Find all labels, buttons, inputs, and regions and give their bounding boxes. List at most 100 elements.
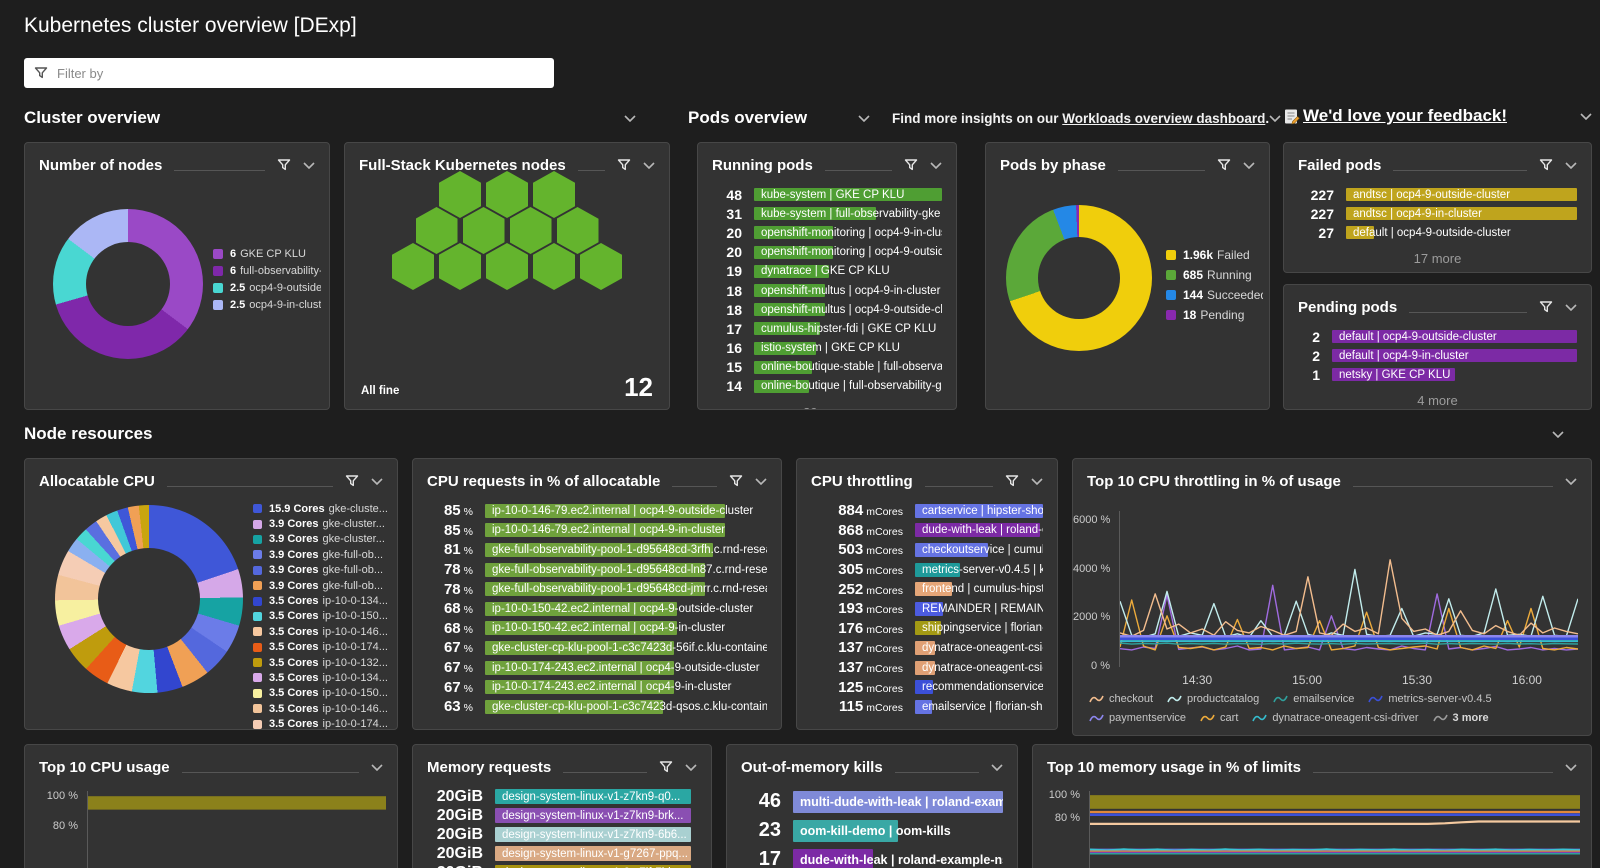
filter-icon[interactable] bbox=[1217, 158, 1231, 172]
list-item[interactable]: 46 multi-dude-with-leak | roland-exam... bbox=[741, 787, 1003, 816]
chevron-down-icon[interactable] bbox=[1552, 430, 1564, 438]
list-item[interactable]: 81% gke-full-observability-pool-1-d95648c… bbox=[427, 540, 767, 560]
legend-item[interactable]: 685 Running bbox=[1166, 265, 1263, 285]
chevron-down-icon[interactable] bbox=[930, 161, 942, 169]
list-item[interactable]: 78% gke-full-observability-pool-1-d95648c… bbox=[427, 560, 767, 580]
legend-item[interactable]: 3.5 Cores ip-10-0-150... bbox=[253, 686, 391, 701]
allocatable-cpu-donut-chart[interactable] bbox=[55, 505, 243, 693]
legend-item[interactable]: 3.9 Cores gke-full-ob... bbox=[253, 563, 391, 578]
node-hexagon[interactable] bbox=[580, 243, 622, 290]
legend-item[interactable]: 6 GKE CP KLU bbox=[213, 245, 321, 262]
list-item[interactable]: 1 netsky | GKE CP KLU bbox=[1298, 365, 1577, 384]
chevron-down-icon[interactable] bbox=[755, 477, 767, 485]
nodes-donut-chart[interactable] bbox=[53, 209, 203, 359]
chevron-down-icon[interactable] bbox=[624, 114, 636, 122]
list-item[interactable]: 20 openshift-monitoring | ocp4-9-in-clust… bbox=[712, 223, 942, 242]
legend-item[interactable]: 3.9 Cores gke-cluster... bbox=[253, 532, 391, 547]
list-item[interactable]: 16 istio-system | GKE CP KLU bbox=[712, 339, 942, 358]
list-item[interactable]: 20GiB design-system-linux-v1-z7kn9-brk... bbox=[427, 806, 697, 825]
list-item[interactable]: 20GiB design-system-linux-v1-6m7lf-7bls..… bbox=[427, 863, 697, 868]
node-honeycomb[interactable] bbox=[345, 171, 669, 290]
legend-item[interactable]: cart bbox=[1200, 712, 1238, 724]
list-item[interactable]: 18 openshift-multus | ocp4-9-outside-clu.… bbox=[712, 300, 942, 319]
memory-usage-line-chart[interactable] bbox=[1089, 791, 1581, 868]
chevron-down-icon[interactable] bbox=[371, 477, 383, 485]
list-item[interactable]: 17 dude-with-leak | roland-example-ns bbox=[741, 845, 1003, 868]
list-item[interactable]: 14 online-boutique | full-observability-g… bbox=[712, 377, 942, 396]
filter-icon[interactable] bbox=[1539, 158, 1553, 172]
list-item[interactable]: 20 openshift-monitoring | ocp4-9-outside.… bbox=[712, 243, 942, 262]
list-item[interactable]: 15 online-boutique-stable | full-observab… bbox=[712, 358, 942, 377]
legend-item[interactable]: 3.9 Cores gke-full-ob... bbox=[253, 547, 391, 562]
list-item[interactable]: 20GiB design-system-linux-v1-z7kn9-6b6... bbox=[427, 825, 697, 844]
more-link[interactable]: 11 more bbox=[427, 726, 767, 729]
filter-icon[interactable] bbox=[729, 474, 743, 488]
more-link[interactable]: 4 more bbox=[1417, 393, 1458, 408]
list-item[interactable]: 31 kube-system | full-observability-gke bbox=[712, 204, 942, 223]
legend-item[interactable]: 3.5 Cores ip-10-0-174... bbox=[253, 640, 391, 655]
node-hexagon[interactable] bbox=[486, 243, 528, 290]
chevron-down-icon[interactable] bbox=[303, 161, 315, 169]
chevron-down-icon[interactable] bbox=[685, 763, 697, 771]
list-item[interactable]: 67% ip-10-0-174-243.ec2.internal | ocp4-9… bbox=[427, 658, 767, 678]
legend-item[interactable]: 3 more bbox=[1432, 712, 1489, 724]
chevron-down-icon[interactable] bbox=[1031, 477, 1043, 485]
list-item[interactable]: 27 default | ocp4-9-outside-cluster bbox=[1298, 223, 1577, 242]
list-item[interactable]: 227 andtsc | ocp4-9-outside-cluster bbox=[1298, 185, 1577, 204]
cpu-usage-chart[interactable] bbox=[87, 791, 386, 868]
workloads-dashboard-link[interactable]: Workloads overview dashboard bbox=[1062, 110, 1266, 126]
legend-item[interactable]: 3.5 Cores ip-10-0-150... bbox=[253, 609, 391, 624]
list-item[interactable]: 67% gke-cluster-cp-klu-pool-1-c3c7423d-56… bbox=[427, 638, 767, 658]
chevron-down-icon[interactable] bbox=[643, 161, 655, 169]
chevron-down-icon[interactable] bbox=[858, 114, 870, 122]
legend-item[interactable]: 6full-observability-... bbox=[213, 262, 321, 279]
legend-item[interactable]: 1.96k Failed bbox=[1166, 245, 1263, 265]
chevron-down-icon[interactable] bbox=[1243, 161, 1255, 169]
list-item[interactable]: 2 default | ocp4-9-in-cluster bbox=[1298, 346, 1577, 365]
legend-item[interactable]: 3.9 Cores gke-full-ob... bbox=[253, 578, 391, 593]
legend-item[interactable]: 3.5 Cores ip-10-0-132... bbox=[253, 655, 391, 670]
legend-item[interactable]: paymentservice bbox=[1089, 712, 1186, 724]
legend-item[interactable]: 3.5 Cores ip-10-0-146... bbox=[253, 701, 391, 716]
chevron-down-icon[interactable] bbox=[1580, 112, 1592, 120]
list-item[interactable]: 68% ip-10-0-150-42.ec2.internal | ocp4-9-… bbox=[427, 619, 767, 639]
list-item[interactable]: 20GiB design-system-linux-v1-z7kn9-q0... bbox=[427, 787, 697, 806]
legend-item[interactable]: checkout bbox=[1089, 693, 1153, 705]
chevron-down-icon[interactable] bbox=[1565, 763, 1577, 771]
list-item[interactable]: 884 mCores cartservice | hipster-shop bbox=[811, 501, 1043, 521]
legend-item[interactable]: 3.5 Cores ip-10-0-146... bbox=[253, 624, 391, 639]
list-item[interactable]: 68% ip-10-0-150-42.ec2.internal | ocp4-9-… bbox=[427, 599, 767, 619]
list-item[interactable]: 19 dynatrace | GKE CP KLU bbox=[712, 262, 942, 281]
filter-icon[interactable] bbox=[1005, 474, 1019, 488]
list-item[interactable]: 63% gke-cluster-cp-klu-pool-1-c3c7423d-qs… bbox=[427, 697, 767, 717]
legend-item[interactable]: dynatrace-oneagent-csi-driver bbox=[1252, 712, 1419, 724]
list-item[interactable]: 23 oom-kill-demo | oom-kills bbox=[741, 816, 1003, 845]
chevron-down-icon[interactable] bbox=[1565, 161, 1577, 169]
list-item[interactable]: 2 default | ocp4-9-outside-cluster bbox=[1298, 327, 1577, 346]
chevron-down-icon[interactable] bbox=[371, 763, 383, 771]
chevron-down-icon[interactable] bbox=[1565, 303, 1577, 311]
filter-icon[interactable] bbox=[345, 474, 359, 488]
legend-item[interactable]: 3.9 Cores gke-cluster... bbox=[253, 516, 391, 531]
legend-item[interactable]: 2.5ocp4-9-outside-... bbox=[213, 279, 321, 296]
pods-phase-donut-chart[interactable] bbox=[1006, 205, 1152, 351]
cpu-throttling-line-chart[interactable] bbox=[1119, 511, 1579, 667]
node-hexagon[interactable] bbox=[439, 243, 481, 290]
node-hexagon[interactable] bbox=[533, 243, 575, 290]
list-item[interactable]: 115 mCores emailservice | florian-shop bbox=[811, 697, 1043, 717]
list-item[interactable]: 67% ip-10-0-174-243.ec2.internal | ocp4-9… bbox=[427, 677, 767, 697]
chevron-down-icon[interactable] bbox=[1269, 114, 1281, 122]
more-link[interactable]: 17 more bbox=[1413, 251, 1462, 266]
filter-icon[interactable] bbox=[659, 760, 673, 774]
more-link[interactable]: 89 more bbox=[811, 726, 1043, 729]
list-item[interactable]: 20GiB design-system-linux-v1-g7267-ppq... bbox=[427, 844, 697, 863]
list-item[interactable]: 48 kube-system | GKE CP KLU bbox=[712, 185, 942, 204]
list-item[interactable]: 85% ip-10-0-146-79.ec2.internal | ocp4-9-… bbox=[427, 521, 767, 541]
legend-item[interactable]: 18 Pending bbox=[1166, 305, 1263, 325]
list-item[interactable]: 18 openshift-multus | ocp4-9-in-cluster bbox=[712, 281, 942, 300]
chevron-down-icon[interactable] bbox=[991, 763, 1003, 771]
